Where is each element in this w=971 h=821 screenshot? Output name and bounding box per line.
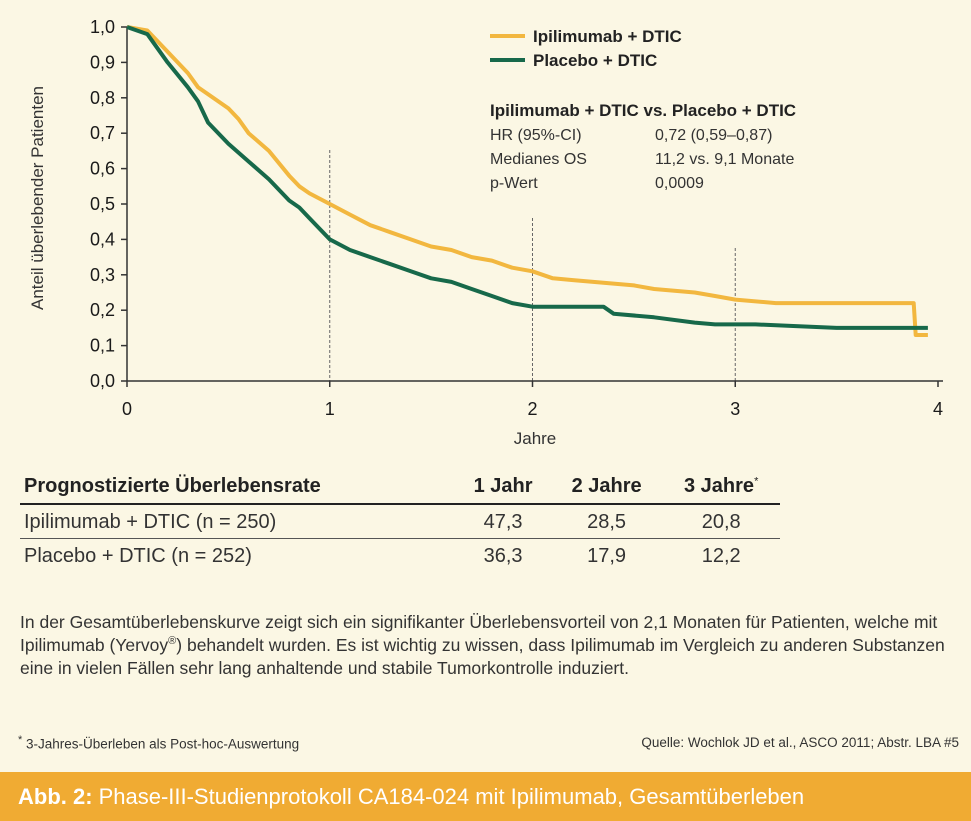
table-cell-arm: Placebo + DTIC (n = 252) — [24, 545, 252, 567]
description-part: ) behandelt wurden. Es ist wichtig zu wi… — [20, 634, 945, 678]
reference-lines — [329, 150, 736, 381]
y-tick-label: 1,0 — [90, 17, 115, 37]
figure-caption-bar: Abb. 2: Phase-III-Studienprotokoll CA184… — [0, 772, 971, 821]
table-row: Ipilimumab + DTIC (n = 250) 47,3 28,5 20… — [20, 504, 780, 539]
footnote-text: 3-Jahres-Überleben als Post-hoc-Auswertu… — [22, 736, 300, 752]
legend: Ipilimumab + DTIC Placebo + DTIC — [490, 27, 682, 70]
footnote-marker: * — [18, 734, 23, 746]
table-header-row: Prognostizierte Überlebensrate 1 Jahr 2 … — [20, 472, 780, 505]
footnote: * 3-Jahres-Überleben als Post-hoc-Auswer… — [18, 734, 299, 752]
source-citation: Quelle: Wochlok JD et al., ASCO 2011; Ab… — [641, 735, 959, 750]
x-tick-label: 0 — [122, 399, 132, 419]
series-lines — [126, 25, 928, 337]
registered-mark: ® — [168, 634, 177, 647]
table-cell-value: 47,3 — [455, 504, 551, 539]
y-tick-label: 0,1 — [90, 336, 115, 356]
y-tick-label: 0,2 — [90, 300, 115, 320]
caption-label: Abb. 2: — [18, 783, 93, 809]
x-axis-label: Jahre — [514, 429, 557, 448]
stats-box: Ipilimumab + DTIC vs. Placebo + DTIC HR … — [490, 101, 796, 192]
y-tick-label: 0,5 — [90, 194, 115, 214]
y-tick-label: 0,3 — [90, 265, 115, 285]
legend-label-ipilimumab: Ipilimumab + DTIC — [533, 27, 682, 46]
legend-label-placebo: Placebo + DTIC — [533, 51, 657, 70]
y-ticks: 0,0 0,1 0,2 0,3 0,4 0,5 0,6 0,7 0,8 0,9 1,0 — [90, 17, 127, 391]
x-tick-label: 1 — [325, 399, 335, 419]
x-tick-label: 4 — [933, 399, 943, 419]
y-tick-label: 0,7 — [90, 123, 115, 143]
table-header-2-years: 2 Jahre — [550, 472, 663, 505]
stats-label-median-os: Medianes OS — [490, 151, 587, 168]
stats-value-median-os: 11,2 vs. 9,1 Monate — [655, 151, 794, 168]
table-row: Placebo + DTIC (n = 252) 36,3 17,9 12,2 — [20, 539, 780, 573]
description-part: In der Gesamtüberlebenskurve zeigt sich … — [20, 612, 938, 655]
stats-label-p-value: p-Wert — [490, 175, 538, 192]
stats-value-hr: 0,72 (0,59–0,87) — [655, 127, 772, 144]
table-header-3-years: 3 Jahre* — [662, 472, 780, 505]
y-tick-label: 0,6 — [90, 159, 115, 179]
series-line-ipilimumab — [126, 25, 928, 337]
table-header-3-years-text: 3 Jahre — [684, 475, 755, 497]
table-header-footnote-marker: * — [754, 475, 759, 488]
stats-label-hr: HR (95%-CI) — [490, 127, 582, 144]
survival-rate-table: Prognostizierte Überlebensrate 1 Jahr 2 … — [20, 472, 780, 572]
table-cell-value: 36,3 — [483, 545, 523, 567]
x-tick-label: 3 — [730, 399, 740, 419]
stats-title: Ipilimumab + DTIC vs. Placebo + DTIC — [490, 101, 796, 120]
table-cell-value: 17,9 — [587, 545, 627, 567]
y-tick-label: 0,4 — [90, 229, 115, 249]
y-tick-label: 0,9 — [90, 52, 115, 72]
description-text: In der Gesamtüberlebenskurve zeigt sich … — [20, 611, 955, 679]
table-header-label: Prognostizierte Überlebensrate — [20, 472, 456, 505]
stats-value-p-value: 0,0009 — [655, 175, 704, 192]
y-tick-label: 0,8 — [90, 88, 115, 108]
series-line-placebo — [126, 25, 928, 330]
table-cell-value: 28,5 — [550, 504, 663, 539]
caption-text: Phase-III-Studienprotokoll CA184-024 mit… — [98, 783, 805, 809]
y-axis-label: Anteil überlebender Patienten — [28, 86, 47, 310]
table-header-1-year: 1 Jahr — [455, 472, 551, 505]
table-cell-value: 12,2 — [701, 545, 741, 567]
y-tick-label: 0,0 — [90, 371, 115, 391]
table-cell-arm: Ipilimumab + DTIC (n = 250) — [20, 504, 456, 539]
x-ticks: 0 1 2 3 4 — [122, 381, 943, 419]
x-tick-label: 2 — [527, 399, 537, 419]
table-cell-value: 20,8 — [662, 504, 780, 539]
